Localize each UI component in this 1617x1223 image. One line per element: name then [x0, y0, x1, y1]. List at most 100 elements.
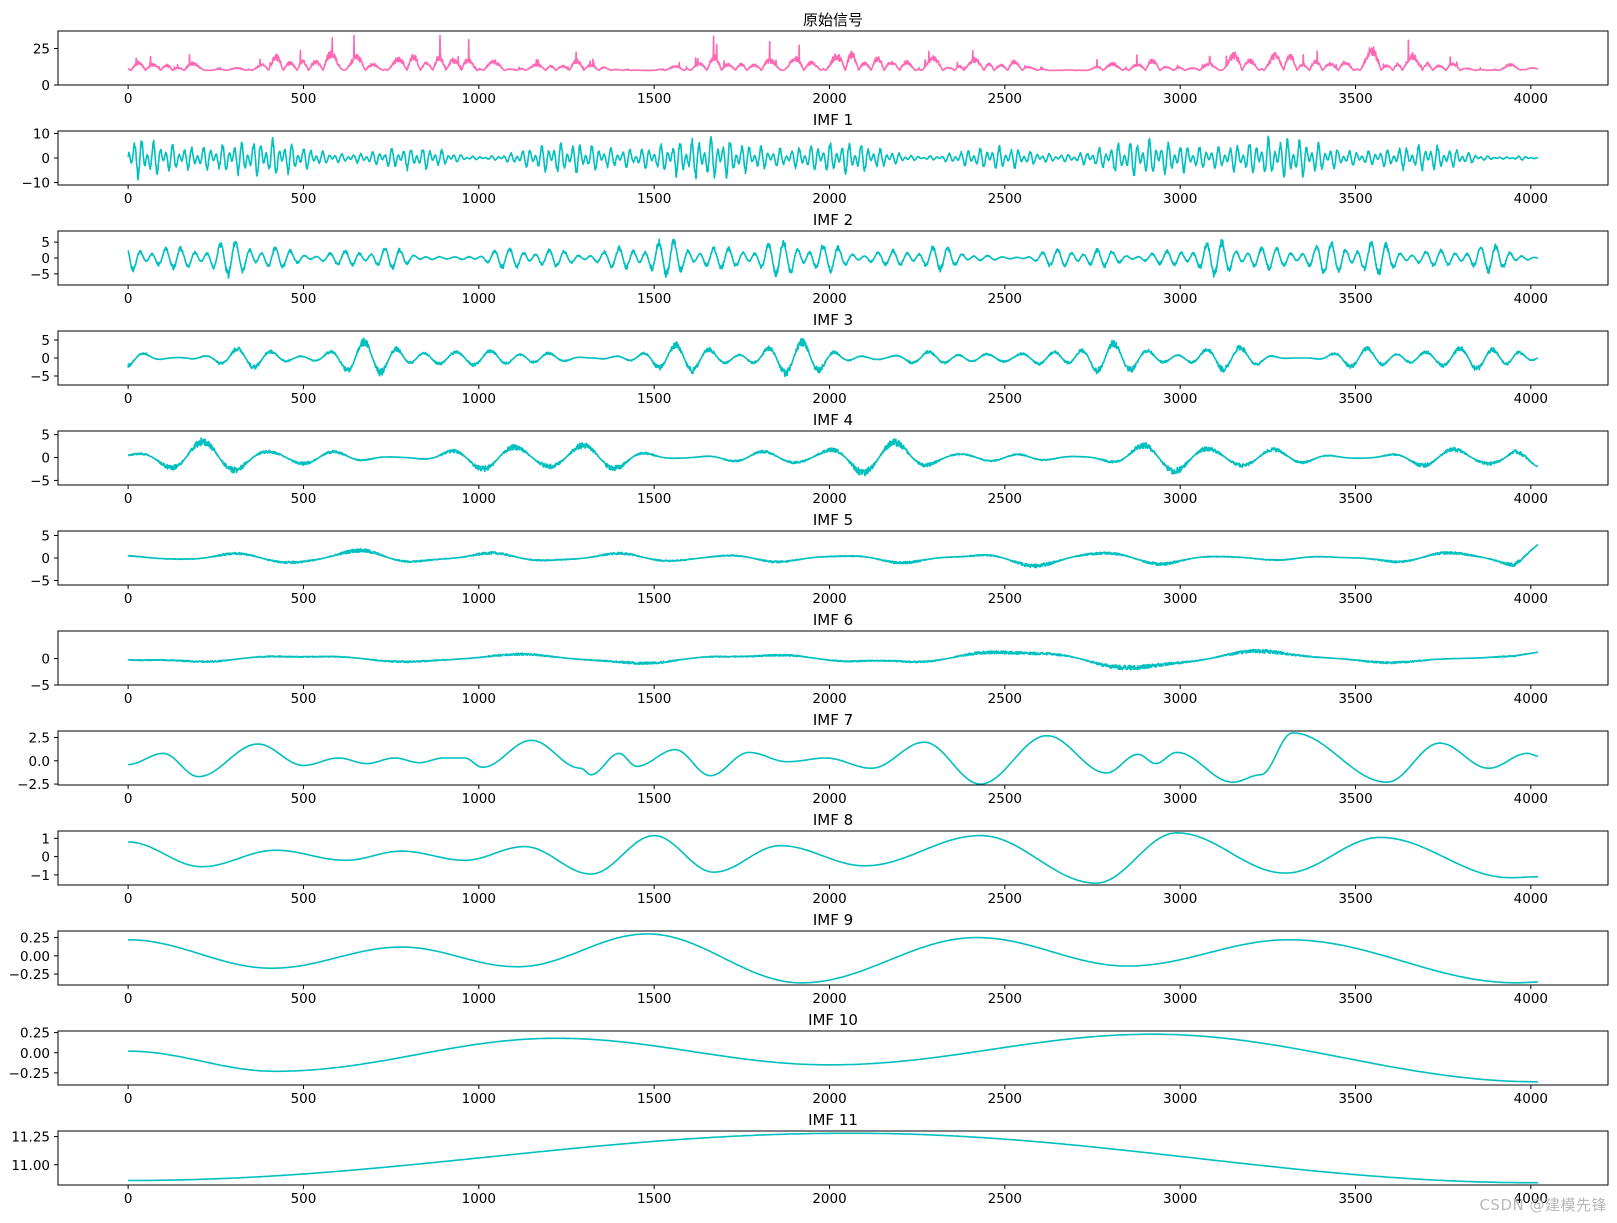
x-tick-label: 3500: [1338, 391, 1372, 407]
x-tick-label: 0: [124, 991, 133, 1007]
x-tick-label: 1500: [637, 1191, 671, 1207]
x-tick-label: 1000: [462, 291, 496, 307]
x-tick-label: 4000: [1514, 991, 1548, 1007]
x-tick-label: 500: [291, 791, 317, 807]
y-tick-label: 25: [33, 42, 50, 58]
x-tick-label: 3000: [1163, 691, 1197, 707]
x-tick-label: 0: [124, 691, 133, 707]
y-tick-label: 5: [41, 428, 50, 444]
subplot-title: IMF 10: [808, 1011, 858, 1029]
x-tick-label: 1000: [462, 591, 496, 607]
y-tick-label: 0.00: [20, 1046, 50, 1062]
x-tick-label: 2000: [812, 1191, 846, 1207]
x-tick-label: 2500: [988, 1191, 1022, 1207]
x-tick-label: 3500: [1338, 891, 1372, 907]
x-tick-label: 3000: [1163, 1091, 1197, 1107]
x-tick-label: 4000: [1514, 191, 1548, 207]
y-tick-label: 5: [41, 235, 50, 251]
x-tick-label: 4000: [1514, 391, 1548, 407]
y-tick-label: −5: [30, 574, 50, 590]
y-tick-label: 11.00: [11, 1158, 50, 1174]
x-tick-label: 3500: [1338, 1091, 1372, 1107]
x-tick-label: 2500: [988, 691, 1022, 707]
x-tick-label: 1000: [462, 1091, 496, 1107]
x-tick-label: 500: [291, 1191, 317, 1207]
x-tick-label: 1500: [637, 191, 671, 207]
axes-frame: [57, 1130, 1609, 1186]
y-tick-label: −2.5: [17, 777, 50, 793]
x-tick-label: 2000: [812, 291, 846, 307]
x-tick-label: 2000: [812, 1091, 846, 1107]
x-tick-label: 1500: [637, 591, 671, 607]
x-tick-label: 2000: [812, 891, 846, 907]
x-tick-label: 3500: [1338, 991, 1372, 1007]
x-tick-label: 3000: [1163, 91, 1197, 107]
y-tick-label: 0: [41, 151, 50, 167]
x-tick-label: 0: [124, 491, 133, 507]
subplot-1: IMF 1 0 500 1000 1500 2000 2500 3000 3500 4000 −10…: [22, 111, 1609, 207]
x-tick-label: 2500: [988, 891, 1022, 907]
subplot-4: IMF 4 0 500 1000 1500 2000 2500 3000 3500 4000 −5 0…: [30, 411, 1609, 507]
x-tick-label: 1500: [637, 1091, 671, 1107]
x-tick-label: 2000: [812, 491, 846, 507]
x-tick-label: 1500: [637, 991, 671, 1007]
x-tick-label: 3500: [1338, 91, 1372, 107]
subplot-title: 原始信号: [803, 11, 863, 29]
y-tick-label: −1: [30, 868, 50, 884]
x-tick-label: 4000: [1514, 1091, 1548, 1107]
x-tick-label: 1000: [462, 491, 496, 507]
x-tick-label: 1000: [462, 391, 496, 407]
x-tick-label: 2000: [812, 991, 846, 1007]
axes-frame: [57, 1030, 1609, 1086]
x-tick-label: 2500: [988, 191, 1022, 207]
x-tick-label: 3000: [1163, 1191, 1197, 1207]
x-tick-label: 2500: [988, 991, 1022, 1007]
axes-frame: [57, 830, 1609, 886]
axes-frame: [57, 530, 1609, 586]
x-tick-label: 500: [291, 191, 317, 207]
x-tick-label: 0: [124, 1091, 133, 1107]
y-tick-label: −0.25: [9, 1066, 50, 1082]
x-tick-label: 0: [124, 91, 133, 107]
x-tick-label: 3000: [1163, 991, 1197, 1007]
subplot-title: IMF 7: [813, 711, 853, 729]
x-tick-label: 1500: [637, 491, 671, 507]
series-line: [128, 832, 1538, 884]
y-tick-label: 10: [33, 126, 50, 142]
watermark: CSDN @建模先锋: [1479, 1196, 1607, 1214]
x-tick-label: 2500: [988, 791, 1022, 807]
x-tick-label: 2500: [988, 491, 1022, 507]
y-tick-label: 0.25: [20, 931, 50, 947]
x-tick-label: 1500: [637, 391, 671, 407]
y-tick-label: −5: [30, 473, 50, 489]
x-tick-label: 1500: [637, 891, 671, 907]
x-tick-label: 500: [291, 891, 317, 907]
x-tick-label: 3500: [1338, 791, 1372, 807]
x-tick-label: 0: [124, 891, 133, 907]
x-tick-label: 1000: [462, 91, 496, 107]
y-tick-label: −10: [22, 176, 51, 192]
subplot-title: IMF 2: [813, 211, 853, 229]
x-tick-label: 3000: [1163, 891, 1197, 907]
y-tick-label: −0.25: [9, 967, 50, 983]
x-tick-label: 2000: [812, 191, 846, 207]
x-tick-label: 1500: [637, 291, 671, 307]
subplot-title: IMF 5: [813, 511, 853, 529]
series-line: [127, 648, 1539, 671]
subplot-title: IMF 11: [808, 1111, 858, 1129]
axes-frame: [57, 630, 1609, 686]
y-tick-label: 0.0: [29, 754, 50, 770]
y-tick-label: 0: [41, 551, 50, 567]
y-tick-label: 11.25: [11, 1130, 50, 1146]
subplot-title: IMF 1: [813, 111, 853, 129]
axes-frame: [57, 30, 1609, 86]
x-tick-label: 3000: [1163, 291, 1197, 307]
x-tick-label: 2500: [988, 91, 1022, 107]
subplot-7: IMF 7 0 500 1000 1500 2000 2500 3000 3500 4000 −2.…: [17, 711, 1609, 807]
x-tick-label: 1000: [462, 791, 496, 807]
x-tick-label: 3500: [1338, 291, 1372, 307]
x-tick-label: 3000: [1163, 191, 1197, 207]
x-tick-label: 500: [291, 491, 317, 507]
x-tick-label: 4000: [1514, 491, 1548, 507]
x-tick-label: 3000: [1163, 791, 1197, 807]
